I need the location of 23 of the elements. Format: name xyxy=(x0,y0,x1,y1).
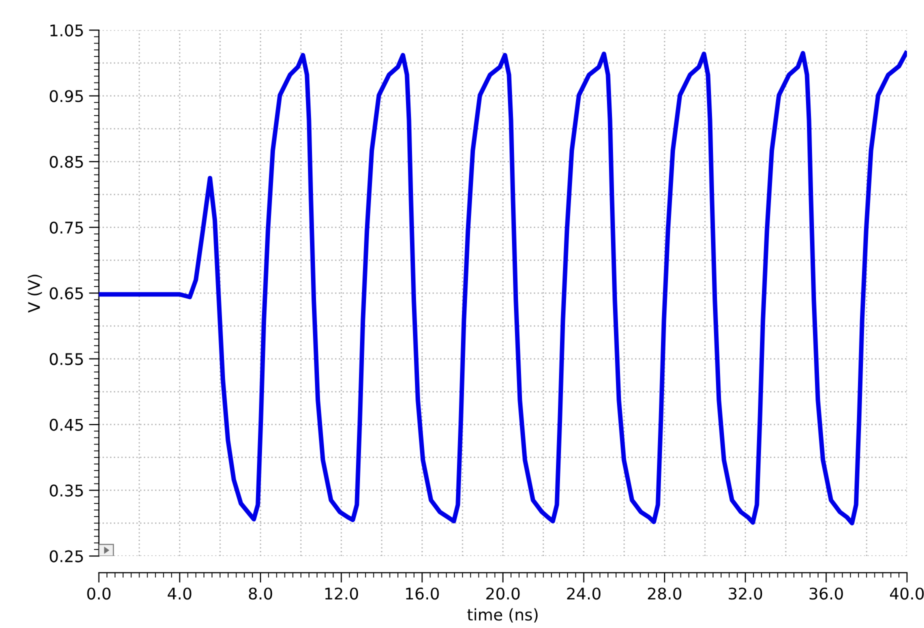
x-tick-label: 28.0 xyxy=(648,588,682,600)
y-tick-label: 1.05 xyxy=(50,24,83,36)
x-tick-label: 20.0 xyxy=(486,588,520,600)
line-series xyxy=(98,50,907,526)
x-tick-label: 36.0 xyxy=(810,588,843,600)
y-tick-label: 0.35 xyxy=(50,484,83,497)
y-axis-title: V (V) xyxy=(28,274,42,313)
x-tick-label: 32.0 xyxy=(728,588,762,600)
x-axis-title: time (ns) xyxy=(467,608,538,623)
y-tick-label: 0.45 xyxy=(50,418,83,431)
x-tick-label: 4.0 xyxy=(168,588,192,600)
y-tick-label: 0.95 xyxy=(50,90,83,102)
y-tick-label: 0.25 xyxy=(50,550,83,562)
x-tick-label: 16.0 xyxy=(406,588,439,600)
x-tick-label: 0.0 xyxy=(87,588,111,600)
y-tick-label: 0.65 xyxy=(50,287,83,300)
x-tick-label: 8.0 xyxy=(248,588,272,600)
y-tick-label: 0.55 xyxy=(50,353,83,366)
x-tick-label: 12.0 xyxy=(325,588,358,600)
y-tick-label: 0.75 xyxy=(50,222,83,234)
x-tick-label: 24.0 xyxy=(567,588,600,600)
x-tick-label: 40.0 xyxy=(890,588,924,600)
y-tick-label: 0.85 xyxy=(50,156,83,168)
